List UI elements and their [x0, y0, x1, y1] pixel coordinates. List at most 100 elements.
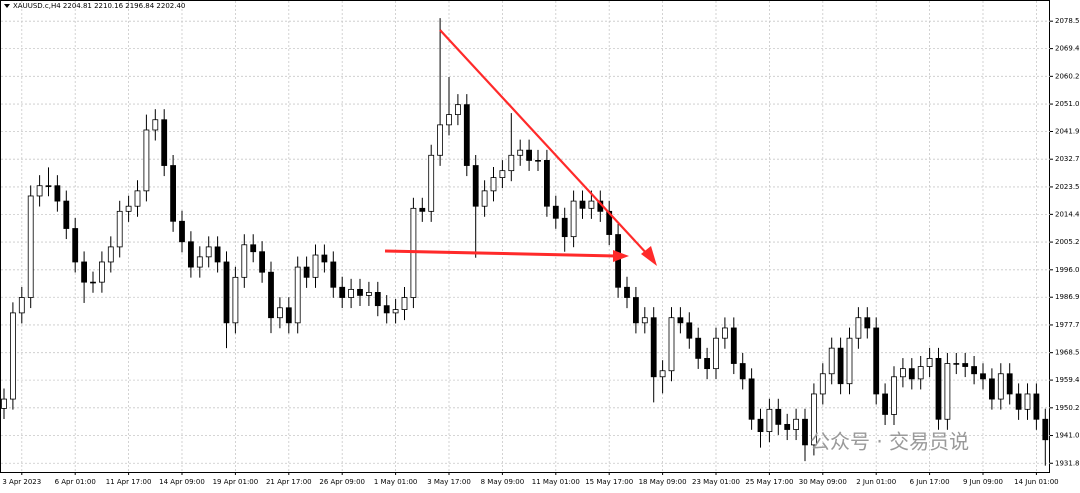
x-tick-label: 23 May 01:00: [692, 478, 740, 486]
candle-body: [116, 210, 123, 248]
candle-body: [1024, 393, 1031, 410]
candle-body: [588, 200, 595, 209]
candle-body: [508, 154, 515, 172]
candle-body: [739, 363, 746, 380]
candle-body: [775, 408, 782, 425]
x-tick-label: 3 May 17:00: [427, 478, 471, 486]
candle-body: [802, 418, 808, 446]
candle-body: [748, 378, 755, 420]
candle-body: [944, 363, 951, 420]
y-tick-label: 2078.50: [1055, 17, 1080, 25]
x-tick-label: 2 Jun 01:00: [856, 478, 896, 486]
candle-body: [535, 160, 541, 162]
candle-body: [713, 337, 719, 370]
candle-body: [641, 317, 648, 324]
watermark: 公众号 · 交易员说: [810, 430, 969, 454]
arrow-head: [613, 250, 629, 262]
x-tick-label: 26 Apr 09:00: [319, 478, 365, 486]
candle-body: [650, 317, 657, 378]
candle-body: [926, 357, 933, 367]
candle-body: [472, 165, 479, 207]
candle-body: [72, 228, 79, 263]
grid-layer: [1, 1, 1050, 472]
candle-body: [668, 317, 675, 372]
y-tick-label: 1950.20: [1055, 404, 1080, 412]
candle-body: [828, 347, 835, 375]
candle-body: [1006, 373, 1013, 395]
candle-body: [134, 190, 141, 207]
candle-body: [45, 185, 52, 187]
candle-body: [454, 104, 461, 116]
candle-body: [196, 256, 203, 268]
candle-body: [757, 418, 764, 433]
candle-body: [917, 366, 924, 380]
x-tick-label: 9 Jun 09:00: [963, 478, 1003, 486]
candle-body: [170, 165, 177, 222]
candle-body: [179, 220, 185, 243]
candle-body: [552, 205, 559, 219]
candle-body: [214, 246, 221, 263]
x-tick-label: 3 Apr 2023: [2, 478, 41, 486]
candle-body: [864, 317, 871, 329]
candle-body: [561, 217, 568, 238]
candle-body: [517, 149, 524, 156]
y-tick-label: 2014.40: [1055, 210, 1080, 218]
candle-body: [27, 195, 34, 298]
x-tick-label: 21 Apr 17:00: [266, 478, 312, 486]
candle-body: [989, 378, 995, 400]
candle-body: [1015, 393, 1022, 410]
candle-body: [446, 114, 452, 126]
candle-body: [276, 307, 283, 319]
x-tick-label: 6 Apr 01:00: [55, 478, 96, 486]
y-tick-label: 1959.40: [1055, 376, 1080, 384]
chart-title: XAUUSD.c,H4 2204.81 2210.16 2196.84 2202…: [13, 2, 185, 10]
y-tick-label: 2051.00: [1055, 100, 1080, 108]
candle-body: [54, 185, 61, 202]
candle-body: [722, 327, 728, 339]
menu-triangle: [4, 4, 10, 8]
candle-body: [953, 363, 960, 365]
candle-body: [205, 246, 212, 258]
candle-body: [365, 291, 372, 296]
candle-body: [321, 254, 328, 263]
candle-body: [18, 297, 25, 314]
y-tick-label: 1996.00: [1055, 266, 1080, 274]
candle-body: [125, 205, 132, 212]
y-tick-label: 2005.20: [1055, 238, 1080, 246]
candle-body: [908, 368, 915, 380]
y-tick-label: 2032.70: [1055, 155, 1080, 163]
candle-body: [152, 119, 159, 131]
candle-body: [223, 261, 230, 324]
candle-body: [837, 347, 844, 385]
x-tick-label: 14 Jun 01:00: [1014, 478, 1058, 486]
candle-body: [330, 261, 337, 288]
y-tick-label: 1941.00: [1055, 432, 1080, 440]
candle-body: [437, 124, 444, 156]
candle-body: [374, 291, 381, 307]
x-tick-label: 18 May 09:00: [639, 478, 687, 486]
candle-body: [962, 363, 969, 367]
candle-body: [1042, 418, 1049, 441]
candle-body: [294, 266, 301, 324]
x-tick-label: 1 May 01:00: [374, 478, 418, 486]
candle-body: [793, 418, 799, 430]
y-tick-label: 2069.40: [1055, 45, 1080, 53]
candle-body: [811, 393, 817, 446]
support-line-arrow: [384, 249, 617, 258]
trend-line-arrow: [439, 29, 649, 256]
candle-body: [143, 129, 150, 192]
candle-body: [526, 149, 532, 161]
y-tick-label: 1931.80: [1055, 459, 1080, 467]
x-tick-label: 19 Apr 01:00: [213, 478, 259, 486]
arrow-head: [641, 246, 657, 266]
y-tick-label: 2060.20: [1055, 72, 1080, 80]
candle-body: [339, 286, 346, 298]
candle-body: [695, 337, 702, 359]
candle-body: [606, 210, 613, 235]
y-tick-label: 1977.70: [1055, 321, 1080, 329]
candle-body: [980, 373, 986, 380]
candle-body: [882, 393, 888, 415]
candle-body: [659, 370, 666, 378]
x-tick-label: 15 May 17:00: [585, 478, 633, 486]
candle-body: [499, 170, 506, 178]
